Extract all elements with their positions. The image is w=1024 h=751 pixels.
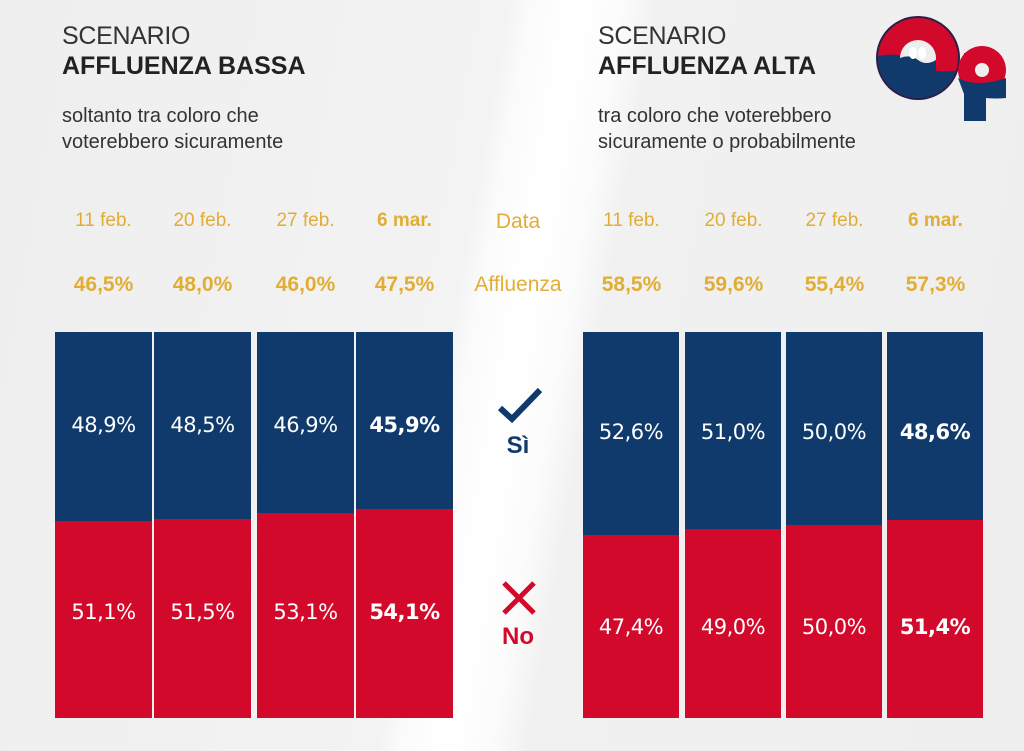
left-bar-yes-value: 48,9% [71, 413, 136, 437]
right-bar-no-value: 50,0% [801, 615, 867, 639]
right-turnout-label: 59,6% [703, 273, 764, 296]
right-bar-yes-segment: 52,6% [583, 332, 679, 535]
cross-icon [501, 580, 537, 621]
left-bar-yes-value: 48,5% [170, 413, 235, 437]
right-bar-yes-value: 51,0% [700, 420, 766, 444]
left-bar-yes-segment: 48,5% [154, 332, 251, 519]
left-bar-no-value: 51,5% [170, 600, 235, 624]
left-bar-yes-value: 46,9% [273, 413, 338, 437]
right-date-label: 27 feb. [805, 210, 864, 231]
left-bar-yes-segment: 46,9% [257, 332, 354, 513]
right-bar-yes-value: 48,6% [899, 420, 971, 444]
right-turnout-label: 57,3% [905, 273, 966, 296]
left-turnout-label: 46,5% [73, 273, 134, 296]
left-bar-no-segment: 54,1% [356, 509, 453, 718]
left-subtitle-1: soltanto tra coloro che [62, 105, 259, 127]
left-scenario-title: AFFLUENZA BASSA [62, 52, 306, 80]
left-bar-no-value: 54,1% [369, 600, 440, 624]
left-date-label: 11 feb. [75, 210, 132, 231]
right-bar-no-value: 49,0% [700, 615, 766, 639]
right-bar-no-segment: 49,0% [685, 529, 781, 718]
left-turnout-label: 48,0% [172, 273, 233, 296]
right-bar-yes-segment: 48,6% [887, 332, 983, 520]
left-bar-yes-segment: 45,9% [356, 332, 453, 509]
right-bar-yes-segment: 50,0% [786, 332, 882, 525]
left-bar-no-segment: 51,5% [154, 519, 251, 718]
left-date-label: 20 feb. [173, 210, 232, 231]
right-bar-no-segment: 47,4% [583, 535, 679, 718]
right-subtitle-1: tra coloro che voterebbero [598, 105, 832, 127]
right-date-label: 6 mar. [908, 210, 963, 231]
right-bar-yes-value: 50,0% [801, 420, 867, 444]
left-bar-yes-segment: 48,9% [55, 332, 152, 521]
left-scenario-label: SCENARIO [62, 22, 191, 50]
left-subtitle-2: voterebbero sicuramente [62, 131, 284, 153]
left-bar-no-segment: 53,1% [257, 513, 354, 718]
right-date-label: 11 feb. [603, 210, 660, 231]
check-icon [496, 386, 544, 429]
left-bar-no-value: 53,1% [273, 600, 338, 624]
right-subtitle-2: sicuramente o probabilmente [598, 131, 856, 153]
no-legend-label: No [502, 623, 534, 650]
right-bar-yes-segment: 51,0% [685, 332, 781, 529]
right-scenario-label: SCENARIO [598, 22, 727, 50]
left-bar-yes-value: 45,9% [369, 413, 440, 437]
right-turnout-label: 58,5% [601, 273, 662, 296]
left-turnout-label: 46,0% [275, 273, 336, 296]
right-turnout-label: 55,4% [804, 273, 865, 296]
turnout-row-label: Affluenza [474, 273, 562, 296]
right-bar-no-segment: 50,0% [786, 525, 882, 718]
left-date-label: 6 mar. [377, 210, 432, 231]
left-date-label: 27 feb. [276, 210, 335, 231]
left-bar-no-segment: 51,1% [55, 521, 152, 718]
left-bar-no-value: 51,1% [71, 600, 136, 624]
yes-legend-label: Sì [506, 432, 530, 459]
right-bar-no-segment: 51,4% [887, 520, 983, 718]
right-bar-yes-value: 52,6% [598, 420, 664, 444]
right-bar-no-value: 51,4% [899, 615, 971, 639]
date-row-label: Data [495, 210, 541, 233]
left-turnout-label: 47,5% [374, 273, 435, 296]
right-scenario-title: AFFLUENZA ALTA [598, 52, 817, 80]
right-bar-no-value: 47,4% [598, 615, 664, 639]
op-logo [866, 8, 1016, 126]
right-date-label: 20 feb. [704, 210, 763, 231]
